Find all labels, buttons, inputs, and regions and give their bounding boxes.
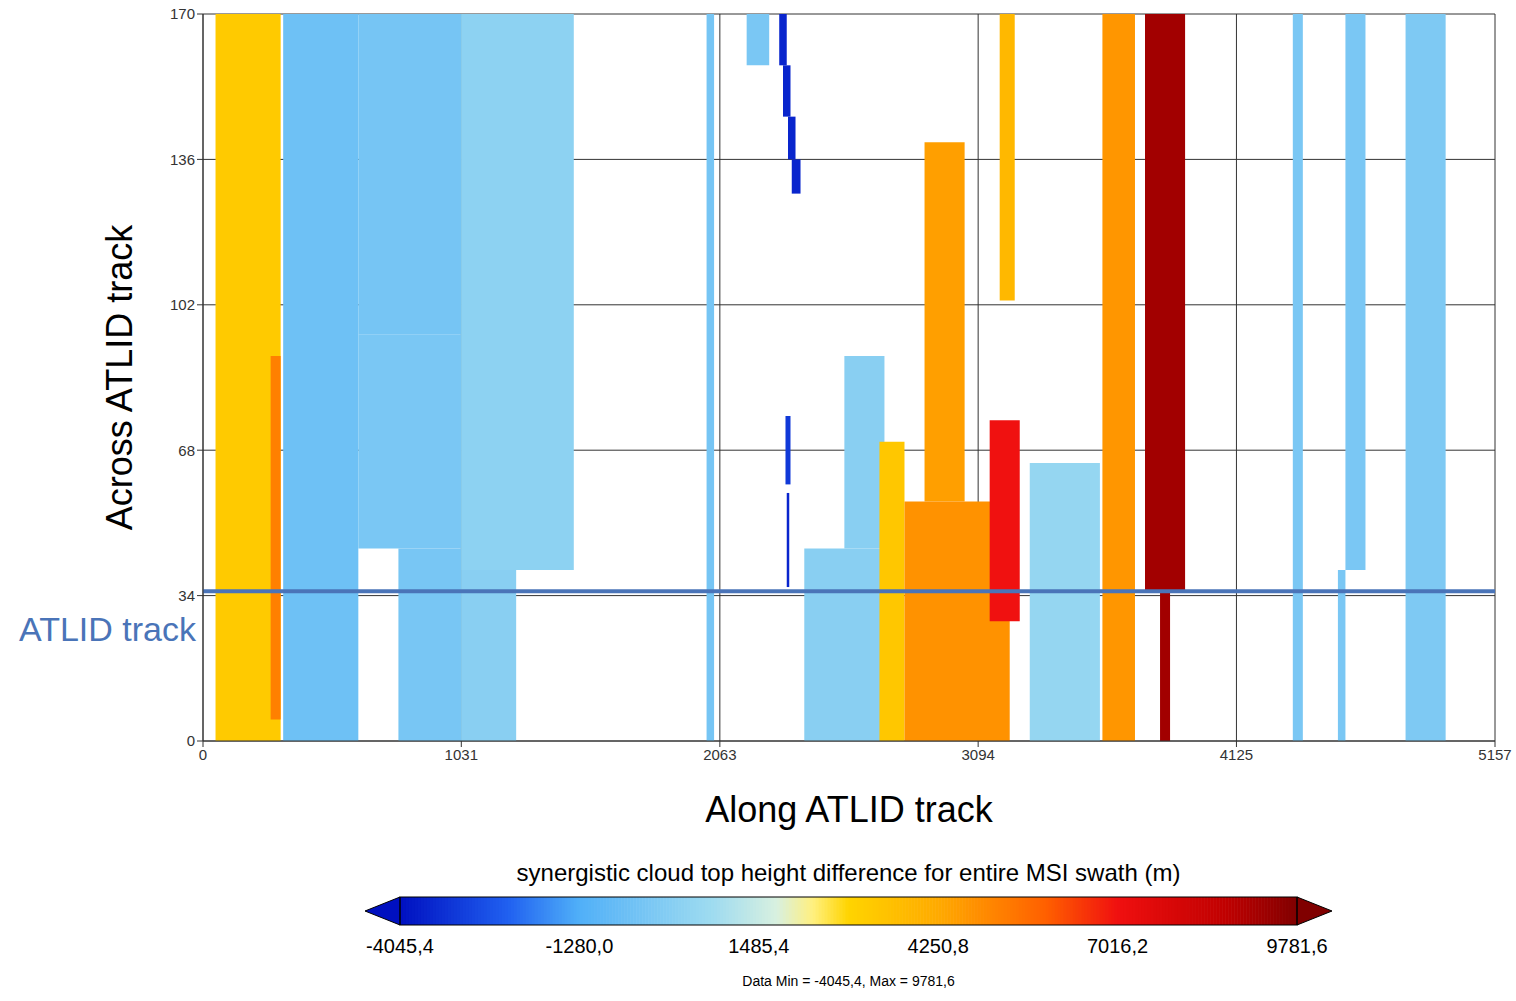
svg-text:3094: 3094 [961,746,994,763]
svg-text:68: 68 [178,442,195,459]
svg-text:synergistic cloud top height d: synergistic cloud top height difference … [517,859,1181,886]
svg-text:1485,4: 1485,4 [728,935,789,957]
svg-text:Along ATLID track: Along ATLID track [705,789,993,830]
svg-text:9781,6: 9781,6 [1266,935,1327,957]
svg-text:4125: 4125 [1220,746,1253,763]
svg-text:4250,8: 4250,8 [908,935,969,957]
svg-text:170: 170 [170,5,195,22]
svg-text:1031: 1031 [445,746,478,763]
svg-text:Data Min = -4045,4, Max = 9781: Data Min = -4045,4, Max = 9781,6 [742,973,955,989]
svg-text:-4045,4: -4045,4 [366,935,434,957]
svg-text:7016,2: 7016,2 [1087,935,1148,957]
svg-text:0: 0 [199,746,207,763]
svg-text:-1280,0: -1280,0 [545,935,613,957]
svg-text:2063: 2063 [703,746,736,763]
svg-text:102: 102 [170,296,195,313]
svg-text:34: 34 [178,587,195,604]
svg-text:136: 136 [170,151,195,168]
svg-text:0: 0 [187,732,195,749]
svg-text:ATLID track: ATLID track [19,610,197,648]
svg-text:Across ATLID track: Across ATLID track [99,224,140,530]
svg-text:5157: 5157 [1478,746,1511,763]
